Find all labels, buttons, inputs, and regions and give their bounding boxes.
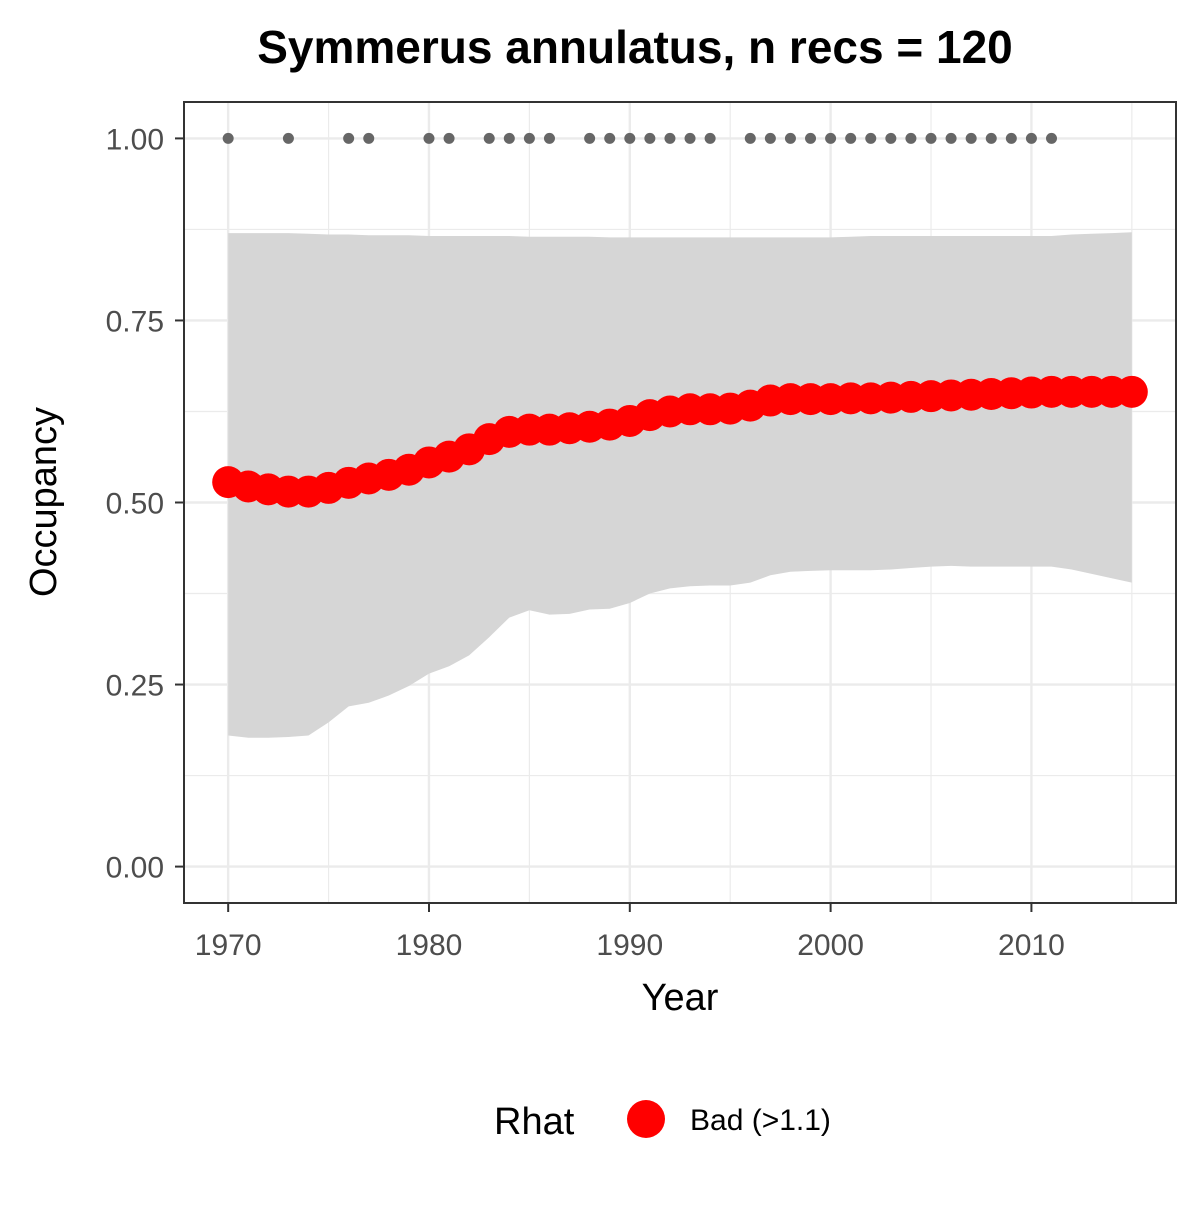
chart-title: Symmerus annulatus, n recs = 120: [257, 21, 1013, 73]
y-tick-label: 1.00: [106, 123, 164, 156]
record-point: [784, 132, 796, 144]
record-point: [825, 132, 837, 144]
record-point: [805, 132, 817, 144]
record-point: [985, 132, 997, 144]
record-point: [965, 132, 977, 144]
legend: Rhat Bad (>1.1): [494, 1100, 831, 1143]
record-point: [644, 132, 656, 144]
x-tick-label: 2000: [797, 929, 864, 962]
axis-ticks: 1970 1980 1990 2000 2010 0.00 0.25 0.50 0.75 1.00: [106, 123, 1065, 962]
x-tick-label: 1990: [596, 929, 663, 962]
record-point: [604, 132, 616, 144]
record-point: [945, 132, 957, 144]
record-point: [845, 132, 857, 144]
legend-label-bad: Bad (>1.1): [690, 1104, 831, 1137]
x-tick-label: 2010: [998, 929, 1065, 962]
record-point: [443, 132, 455, 144]
record-point: [423, 132, 435, 144]
record-point: [483, 132, 495, 144]
record-point: [343, 132, 355, 144]
record-point: [925, 132, 937, 144]
record-point: [664, 132, 676, 144]
record-point: [684, 132, 696, 144]
y-tick-label: 0.00: [106, 852, 164, 885]
record-point: [624, 132, 636, 144]
record-point: [222, 132, 234, 144]
confidence-ribbon: [228, 232, 1132, 738]
occupancy-series: [212, 375, 1148, 508]
record-point: [1045, 132, 1057, 144]
occupancy-point: [1115, 375, 1148, 408]
legend-key-bad: [627, 1100, 665, 1138]
record-point: [523, 132, 535, 144]
record-point: [503, 132, 515, 144]
y-tick-label: 0.50: [106, 488, 164, 521]
record-points: [222, 132, 1057, 144]
legend-title: Rhat: [494, 1101, 575, 1143]
record-point: [865, 132, 877, 144]
record-point: [744, 132, 756, 144]
x-tick-label: 1980: [396, 929, 463, 962]
x-axis-title: Year: [642, 977, 719, 1019]
record-point: [885, 132, 897, 144]
y-axis-title: Occupancy: [23, 407, 65, 597]
record-point: [584, 132, 596, 144]
record-point: [543, 132, 555, 144]
record-point: [905, 132, 917, 144]
record-point: [1005, 132, 1017, 144]
record-point: [363, 132, 375, 144]
record-point: [1025, 132, 1037, 144]
record-point: [704, 132, 716, 144]
record-point: [282, 132, 294, 144]
x-tick-label: 1970: [195, 929, 262, 962]
y-tick-label: 0.25: [106, 670, 164, 703]
record-point: [764, 132, 776, 144]
y-tick-label: 0.75: [106, 305, 164, 338]
